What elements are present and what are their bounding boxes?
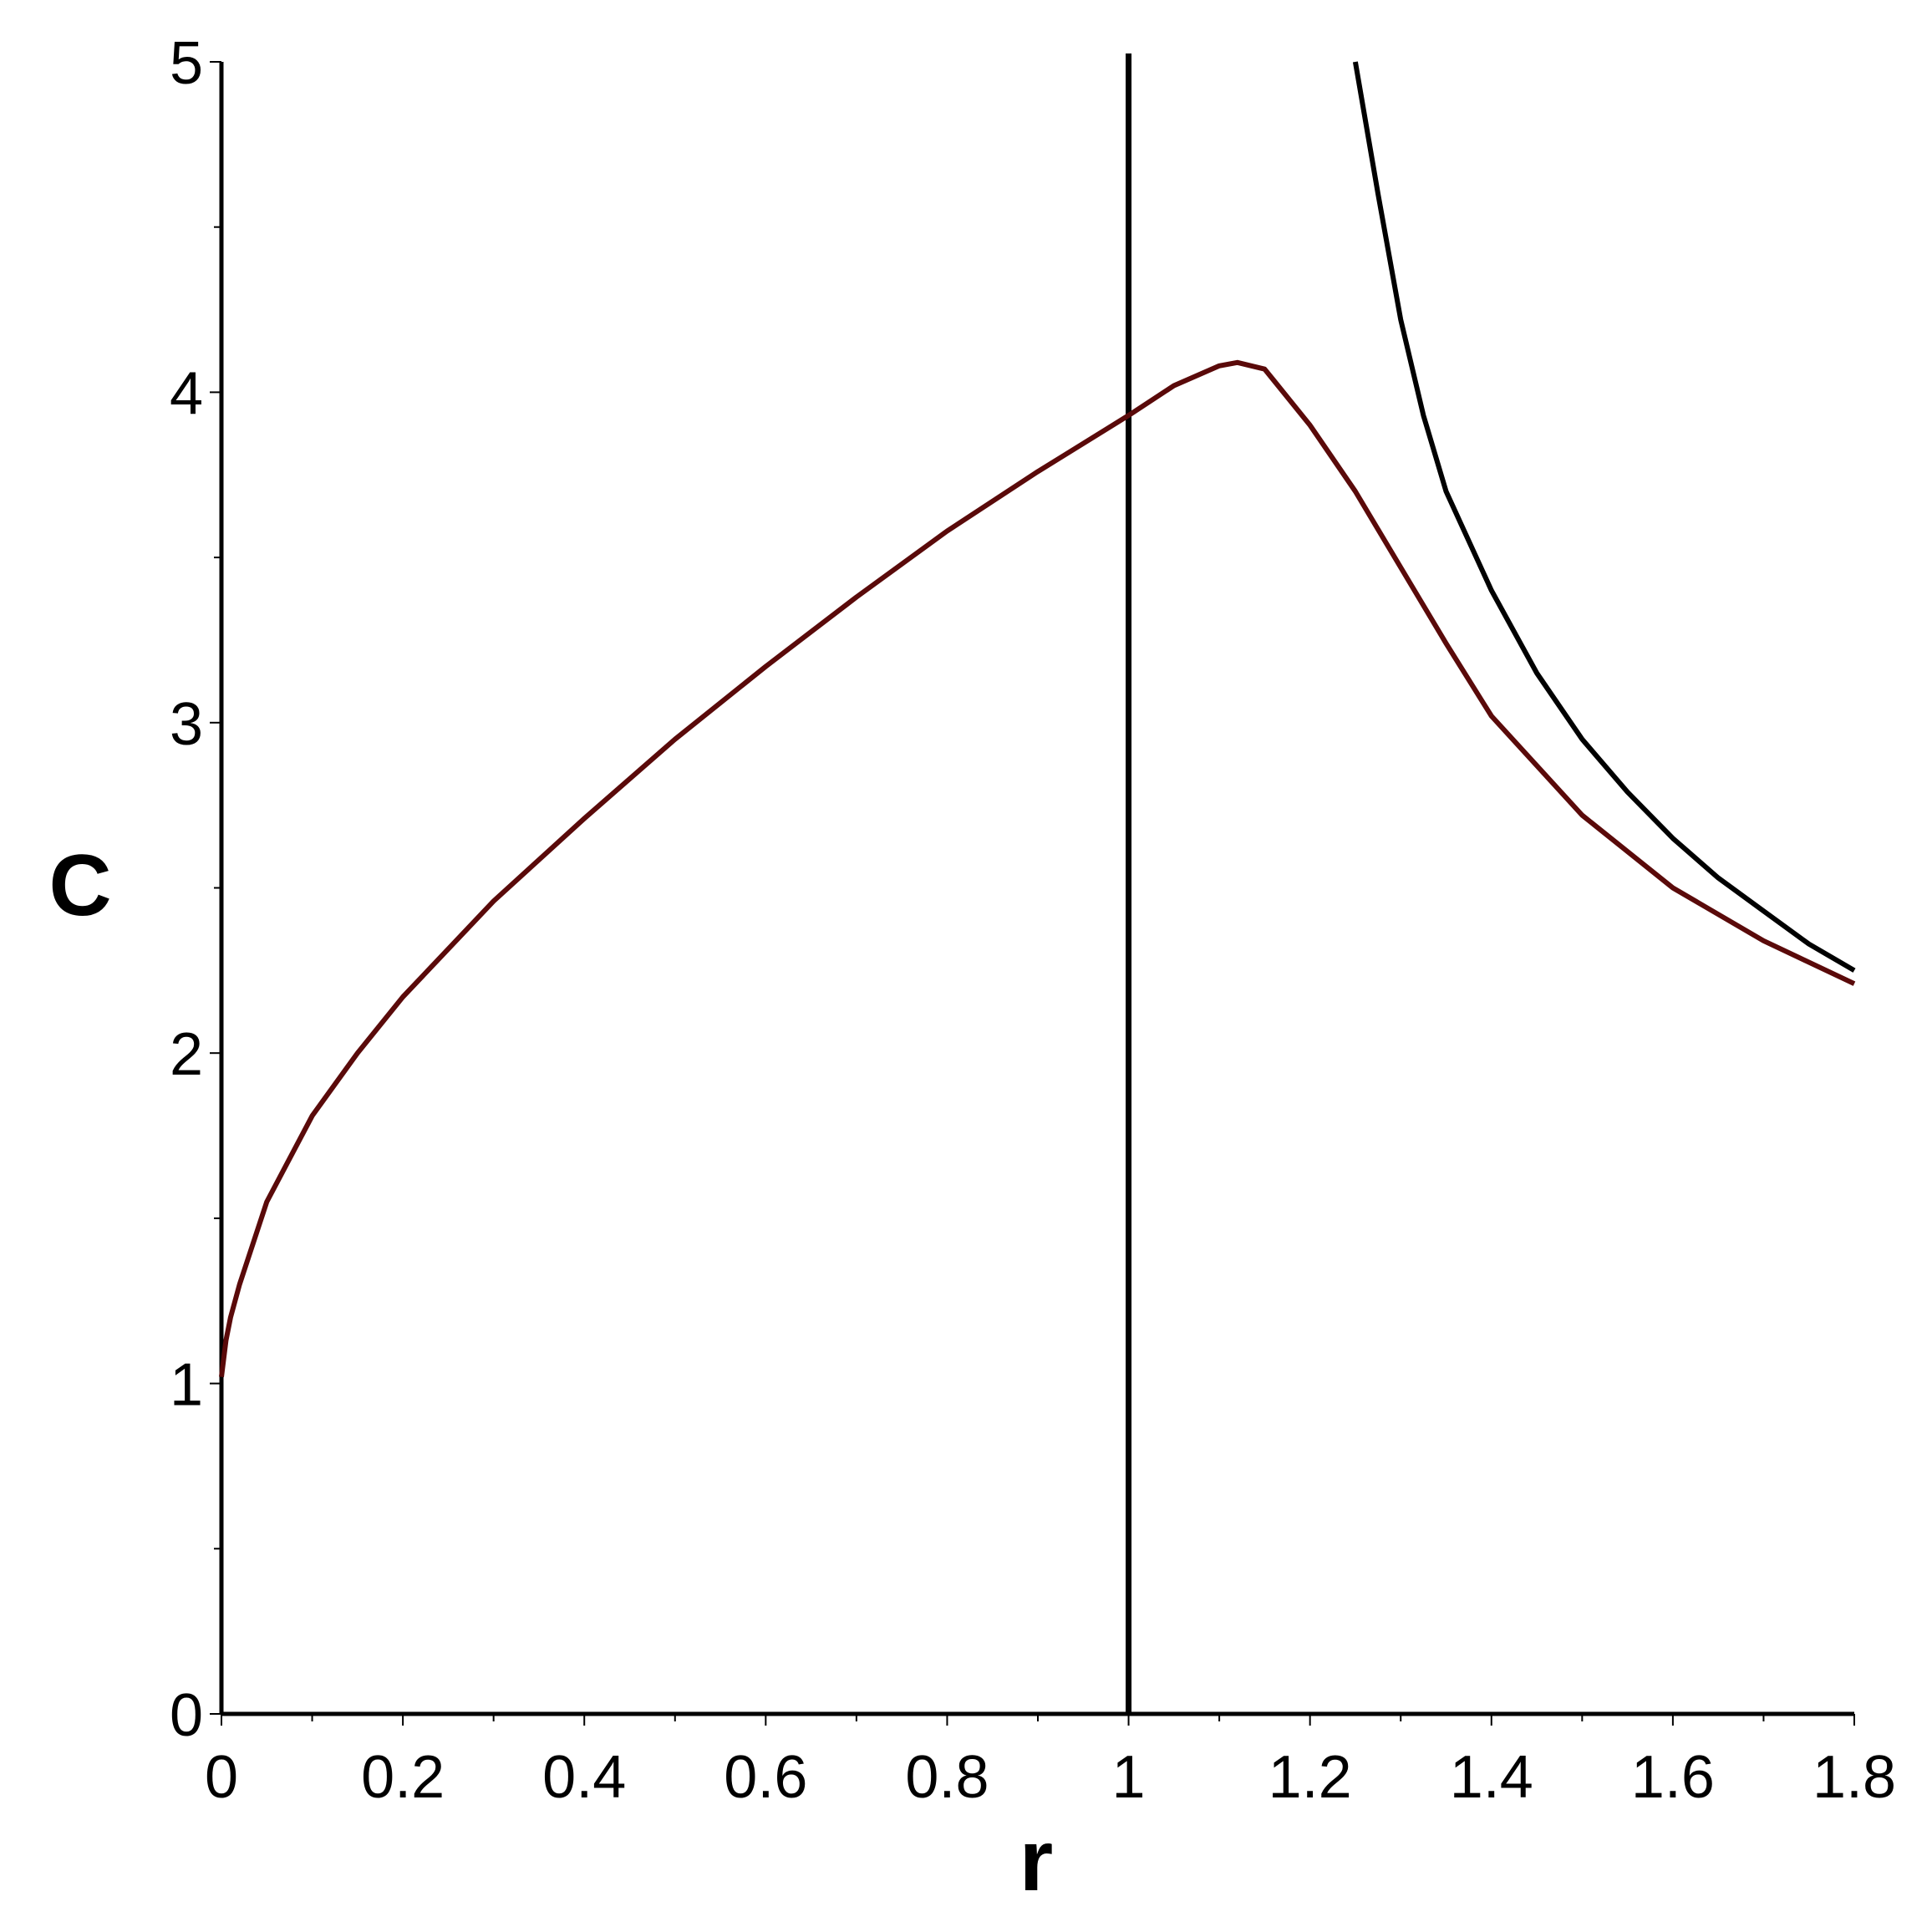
x-tick-label: 0 <box>205 1744 238 1811</box>
y-tick-label: 2 <box>170 1021 203 1088</box>
x-tick-label: 0.4 <box>542 1744 626 1811</box>
x-tick-label: 1.8 <box>1813 1744 1896 1811</box>
y-axis-label: C <box>48 837 111 934</box>
x-tick-label: 1.2 <box>1269 1744 1352 1811</box>
x-tick-label: 1.6 <box>1631 1744 1715 1811</box>
y-tick-label: 5 <box>170 30 203 97</box>
curve <box>1352 61 1856 973</box>
x-tick-label: 0.8 <box>905 1744 989 1811</box>
y-tick-label: 1 <box>170 1352 203 1419</box>
x-tick-label: 1.4 <box>1450 1744 1533 1811</box>
curve <box>219 359 1856 1378</box>
x-axis-label: r <box>1019 1813 1053 1909</box>
x-tick-label: 0.6 <box>724 1744 807 1811</box>
y-tick-label: 4 <box>170 360 203 427</box>
y-tick-label: 0 <box>170 1682 203 1749</box>
y-tick-label: 3 <box>170 691 203 758</box>
x-tick-label: 1 <box>1112 1744 1146 1811</box>
x-tick-label: 0.2 <box>361 1744 445 1811</box>
